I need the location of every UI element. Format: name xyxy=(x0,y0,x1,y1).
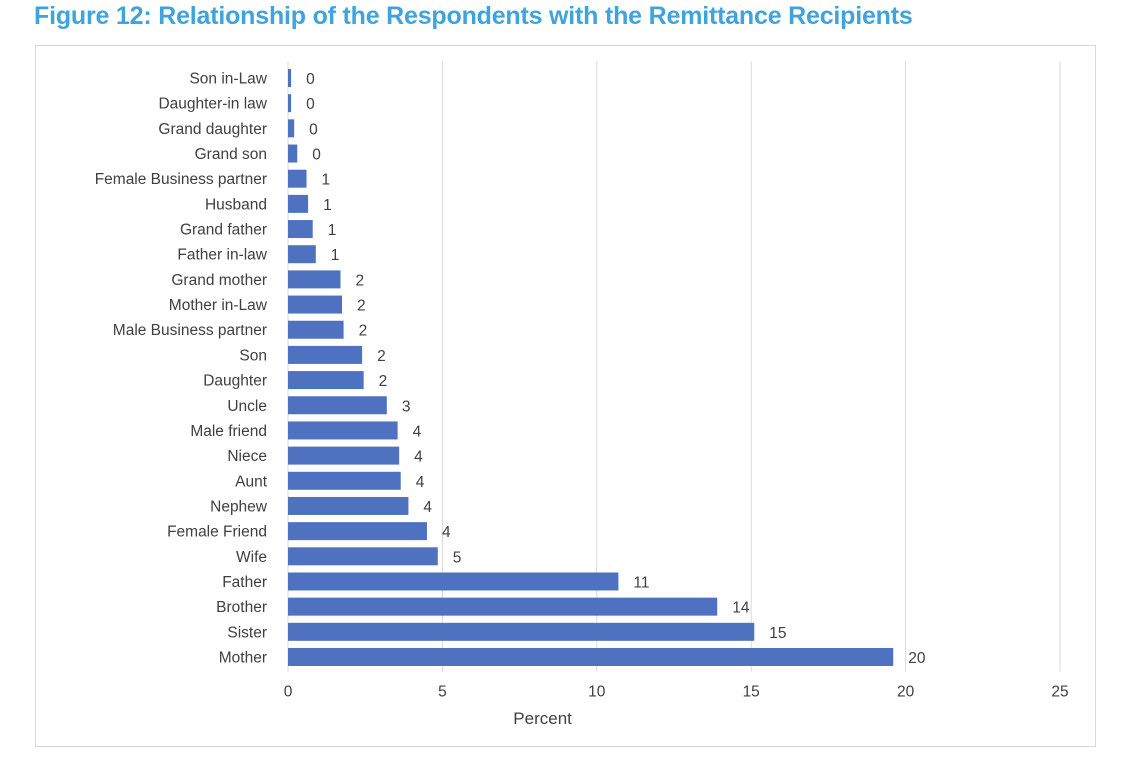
bar xyxy=(288,547,438,566)
bar xyxy=(288,522,427,541)
data-label: 1 xyxy=(331,247,340,264)
data-label: 2 xyxy=(377,348,386,365)
data-label: 2 xyxy=(379,373,388,390)
category-label: Father xyxy=(222,574,267,591)
bar xyxy=(288,597,718,616)
category-label: Male Business partner xyxy=(113,322,267,339)
x-tick-label: 20 xyxy=(897,684,915,701)
data-label: 1 xyxy=(328,222,337,239)
category-label: Husband xyxy=(205,196,267,213)
x-tick-label: 5 xyxy=(438,684,447,701)
data-label: 0 xyxy=(312,147,321,164)
data-label: 0 xyxy=(309,121,318,138)
category-label: Aunt xyxy=(235,473,268,490)
data-label: 2 xyxy=(357,298,366,315)
data-label: 5 xyxy=(453,549,462,566)
bar xyxy=(288,119,295,138)
category-label: Grand mother xyxy=(171,272,267,289)
bar xyxy=(288,496,409,515)
data-label: 1 xyxy=(322,172,331,189)
bar xyxy=(288,144,298,163)
bar xyxy=(288,572,619,591)
data-label: 2 xyxy=(359,323,368,340)
bar xyxy=(288,169,307,188)
bar xyxy=(288,471,401,490)
bar xyxy=(288,648,894,666)
category-label: Grand son xyxy=(195,146,267,163)
data-label: 4 xyxy=(413,423,422,440)
figure-title: Figure 12: Relationship of the Responden… xyxy=(34,2,913,30)
category-label: Brother xyxy=(216,599,267,616)
bar xyxy=(288,220,313,239)
bar xyxy=(288,345,363,364)
category-label: Uncle xyxy=(227,398,267,415)
data-label: 0 xyxy=(306,96,315,113)
category-label: Daughter-in law xyxy=(158,96,267,113)
category-label: Grand father xyxy=(180,222,267,239)
category-label: Niece xyxy=(227,448,267,465)
category-label: Nephew xyxy=(210,498,268,515)
data-label: 2 xyxy=(355,272,364,289)
bar xyxy=(288,622,755,641)
chart-area: Son in-Law 0 Daughter-in law 0 Grand daughte… xyxy=(35,45,1096,747)
x-tick-label: 10 xyxy=(588,684,606,701)
bar xyxy=(288,421,398,440)
category-label: Wife xyxy=(236,549,267,566)
bar xyxy=(288,320,344,339)
bar-chart: Son in-Law 0 Daughter-in law 0 Grand daughte… xyxy=(95,61,1069,728)
data-label: 20 xyxy=(908,650,926,667)
category-label: Daughter xyxy=(203,373,267,390)
data-label: 11 xyxy=(633,574,649,591)
bar xyxy=(288,69,292,87)
x-tick-label: 15 xyxy=(743,684,760,701)
category-label: Father in-law xyxy=(177,247,267,264)
data-label: 1 xyxy=(323,197,332,214)
category-label: Son xyxy=(239,347,267,364)
bar xyxy=(288,295,343,314)
category-label: Grand daughter xyxy=(158,121,267,138)
bar xyxy=(288,270,341,289)
category-label: Son in-Law xyxy=(189,71,267,88)
x-tick-label: 25 xyxy=(1051,684,1068,701)
category-label: Sister xyxy=(227,624,267,641)
bar xyxy=(288,194,309,213)
data-label: 14 xyxy=(732,600,750,617)
x-axis-title: Percent xyxy=(513,709,572,728)
data-label: 3 xyxy=(402,398,411,415)
x-tick-label: 0 xyxy=(284,684,293,701)
data-label: 4 xyxy=(423,499,432,516)
bar xyxy=(288,371,364,390)
category-label: Male friend xyxy=(190,423,267,440)
category-label: Mother in-Law xyxy=(169,297,268,314)
category-label: Female Business partner xyxy=(95,171,267,188)
bar xyxy=(288,94,292,113)
data-label: 4 xyxy=(416,474,425,491)
data-label: 4 xyxy=(442,524,451,541)
data-label: 0 xyxy=(306,71,315,88)
category-label: Female Friend xyxy=(167,524,267,541)
bar xyxy=(288,396,387,415)
data-label: 4 xyxy=(414,449,423,466)
bar xyxy=(288,446,400,465)
data-label: 15 xyxy=(769,625,786,642)
bar xyxy=(288,245,316,264)
category-label: Mother xyxy=(219,650,267,667)
